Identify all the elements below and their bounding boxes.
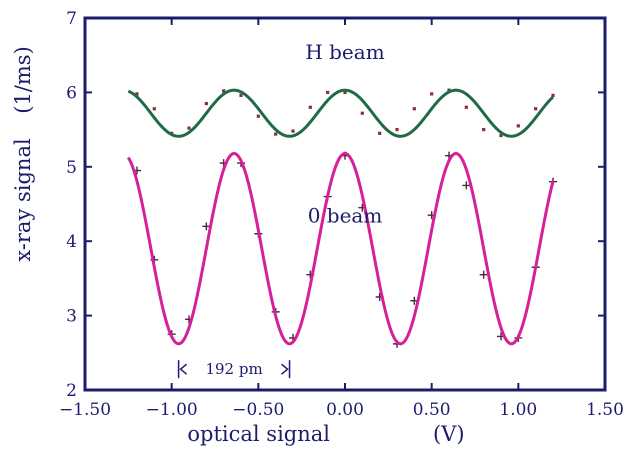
data-point: [378, 131, 382, 135]
x-tick-label: −1.00: [146, 400, 198, 420]
data-point: [274, 132, 278, 136]
data-point: [239, 93, 243, 97]
y-tick-label: 7: [66, 9, 77, 29]
x-tick-label: −0.50: [232, 400, 284, 420]
data-point: [308, 105, 312, 109]
data-point: [204, 101, 208, 106]
y-tick-label: 3: [66, 307, 77, 327]
y-axis-label: x-ray signal: [11, 138, 35, 262]
span-right-arrow: [281, 363, 289, 375]
data-point: [551, 93, 555, 97]
x-tick-label: 1.50: [586, 400, 624, 420]
data-point: [447, 88, 451, 92]
y-tick-label: 6: [66, 83, 77, 103]
x-tick-label: 0.50: [413, 400, 451, 420]
axis-titles: optical signal (V) x-ray signal (1/ms): [11, 46, 465, 446]
x-tick-label: 1.00: [499, 400, 537, 420]
data-point: [291, 129, 295, 133]
y-tick-label: 2: [66, 381, 77, 401]
y-tick-label: 4: [66, 232, 77, 252]
data-point: [326, 90, 330, 94]
data-point: [516, 124, 520, 128]
data-point: [499, 133, 503, 138]
data-point: [187, 126, 191, 130]
data-point: [135, 92, 139, 96]
data-point: [534, 107, 538, 111]
data-point: [464, 105, 468, 109]
data-point: [360, 111, 364, 115]
data-point: [222, 89, 226, 93]
data-point: [479, 270, 488, 279]
y-axis-unit: (1/ms): [11, 46, 35, 114]
series-annotation: 0 beam: [308, 204, 383, 228]
series-annotation: H beam: [305, 40, 384, 64]
span-label: 192 pm: [205, 360, 262, 378]
data-point: [395, 128, 399, 132]
data-point: [430, 92, 434, 96]
fit-curves: [127, 88, 555, 346]
x-axis-unit: (V): [433, 422, 465, 446]
data-point: [343, 90, 347, 94]
data-point: [462, 181, 471, 190]
annotations: H beam 0 beam 192 pm: [177, 40, 385, 379]
data-point: [152, 107, 156, 111]
axis-ticks: −1.50 −1.00 −0.50 0.00 0.50 1.00 1.50 2 3 4 5 6 7: [59, 9, 624, 420]
data-point: [412, 107, 416, 111]
span-left-arrow: [179, 363, 188, 375]
data-point: [256, 114, 260, 118]
x-tick-label: −1.50: [59, 400, 111, 420]
x-axis-label: optical signal: [187, 422, 330, 446]
fit-curve: [127, 88, 555, 138]
fit-curve: [127, 151, 555, 346]
data-point: [482, 128, 486, 132]
x-tick-label: 0.00: [326, 400, 364, 420]
y-tick-label: 5: [66, 158, 77, 178]
